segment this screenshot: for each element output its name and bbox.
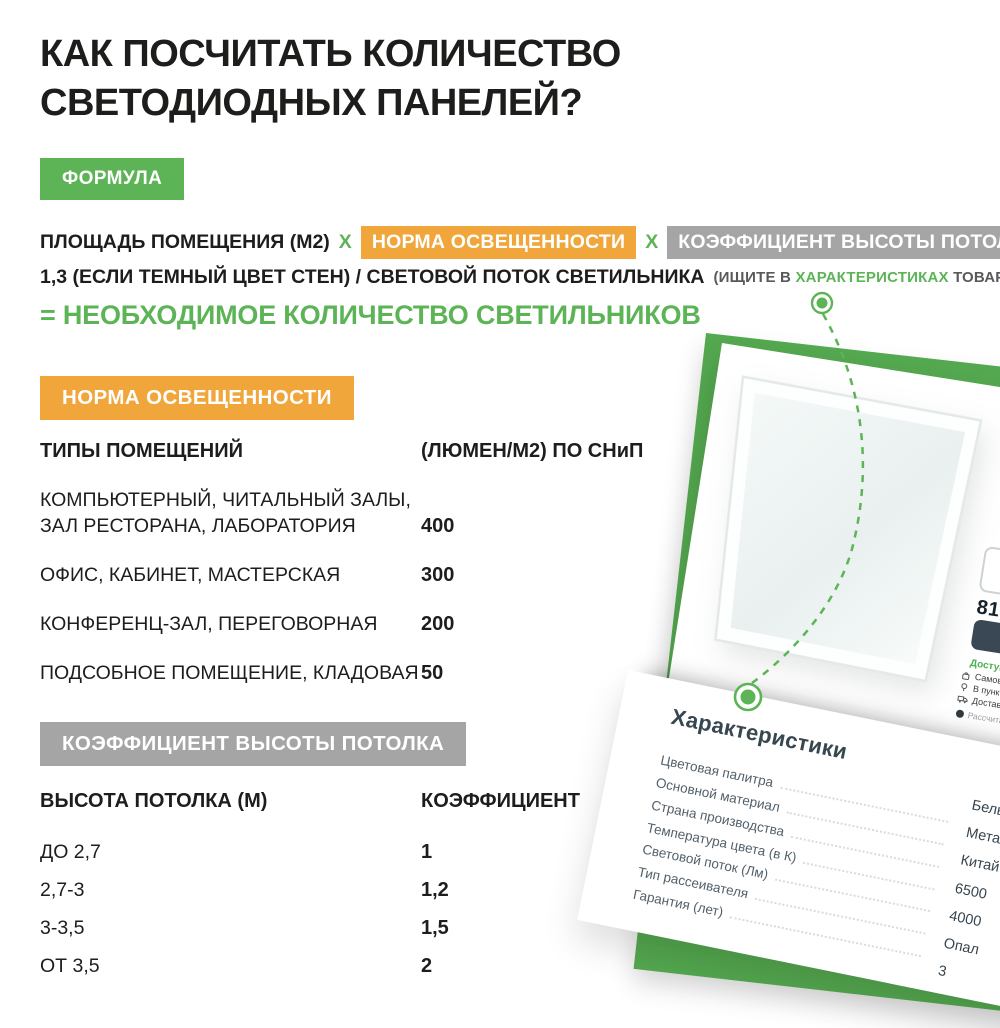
connector-dot-top [810, 291, 834, 315]
norm-header-col1: ТИПЫ ПОМЕЩЕНИЙ [40, 440, 243, 462]
calc-delivery-label: Рассчитать [967, 710, 1000, 727]
table-row: ДО 2,7 1 [40, 839, 660, 865]
pickup-point-icon [961, 683, 968, 692]
row-value: 1,2 [421, 879, 449, 901]
note-characteristics-link: ХАРАКТЕРИСТИКАХ [795, 269, 949, 286]
price-fragment: 81 [975, 596, 1000, 622]
row-label: ОТ 3,5 [40, 955, 100, 977]
row-value: 200 [421, 613, 455, 635]
row-label: 2,7-3 [40, 879, 85, 901]
formula-norm-chip: НОРМА ОСВЕЩЕННОСТИ [360, 226, 637, 259]
row-label: ДО 2,7 [40, 841, 101, 863]
variant-thumbnail[interactable] [978, 545, 1000, 602]
coeff-table: ВЫСОТА ПОТОЛКА (М) КОЭФФИЦИЕНТ ДО 2,7 1 … [40, 790, 660, 991]
delivery-option: В пункт выдачи [958, 681, 1000, 704]
table-row: ОФИС, КАБИНЕТ, МАСТЕРСКАЯ 300 [40, 562, 660, 588]
pickup-bag-icon [962, 672, 970, 681]
row-label: ОФИС, КАБИНЕТ, МАСТЕРСКАЯ [40, 564, 341, 586]
row-label: 3-3,5 [40, 917, 85, 939]
norm-header-col2: (ЛЮМЕН/М2) ПО СНиП [421, 440, 644, 462]
coeff-header-col2: КОЭФФИЦИЕНТ [421, 790, 580, 812]
connector-dot-top-core [816, 297, 828, 309]
row-value: 300 [421, 564, 455, 586]
row-label: КОНФЕРЕНЦ-ЗАЛ, ПЕРЕГОВОРНАЯ [40, 613, 378, 635]
formula-line-1: ПЛОЩАДЬ ПОМЕЩЕНИЯ (М2) Х НОРМА ОСВЕЩЕННО… [40, 226, 1000, 259]
courier-truck-icon [957, 695, 968, 704]
table-row: КОНФЕРЕНЦ-ЗАЛ, ПЕРЕГОВОРНАЯ 200 [40, 611, 660, 637]
multiply-sign: Х [338, 231, 352, 253]
delivery-option-label: Доставка [971, 695, 1000, 712]
table-row: 2,7-3 1,2 [40, 877, 660, 903]
page-title-line1: КАК ПОСЧИТАТЬ КОЛИЧЕСТВО [40, 33, 621, 75]
norm-table-header: ТИПЫ ПОМЕЩЕНИЙ (ЛЮМЕН/М2) ПО СНиП [40, 440, 660, 463]
table-row: 3-3,5 1,5 [40, 915, 660, 941]
table-row: ОТ 3,5 2 [40, 953, 660, 979]
formula-line-2: 1,3 (ЕСЛИ ТЕМНЫЙ ЦВЕТ СТЕН) / СВЕТОВОЙ П… [40, 266, 1000, 289]
formula-note: (ИЩИТЕ В ХАРАКТЕРИСТИКАХ ТОВАРА) [713, 269, 1000, 286]
row-value: 1,5 [421, 917, 449, 939]
norm-table-badge: НОРМА ОСВЕЩЕННОСТИ [40, 376, 354, 420]
formula-coeff-chip: КОЭФФИЦИЕНТ ВЫСОТЫ ПОТОЛКА [667, 226, 1000, 259]
coeff-table-header: ВЫСОТА ПОТОЛКА (М) КОЭФФИЦИЕНТ [40, 790, 660, 813]
page-title: КАК ПОСЧИТАТЬ КОЛИЧЕСТВО СВЕТОДИОДНЫХ ПА… [40, 30, 621, 128]
page-title-line2: СВЕТОДИОДНЫХ ПАНЕЛЕЙ? [40, 82, 583, 124]
specs-labels: Цветовая палитра Основной материал Стран… [632, 745, 960, 962]
delivery-option: Самовывоз [960, 670, 1000, 689]
calculate-delivery-link[interactable]: Рассчитать [955, 708, 1000, 727]
formula-badge: ФОРМУЛА [40, 158, 185, 200]
calc-delivery-icon [955, 709, 965, 719]
note-suffix: ТОВАРА) [953, 269, 1000, 286]
norm-table: ТИПЫ ПОМЕЩЕНИЙ (ЛЮМЕН/М2) ПО СНиП КОМПЬЮ… [40, 440, 660, 709]
formula-result-line: = НЕОБХОДИМОЕ КОЛИЧЕСТВО СВЕТИЛЬНИКОВ [40, 300, 701, 330]
formula-line2-main: 1,3 (ЕСЛИ ТЕМНЫЙ ЦВЕТ СТЕН) / СВЕТОВОЙ П… [40, 266, 705, 288]
led-panel-photo [714, 375, 983, 683]
row-value: 50 [421, 662, 444, 684]
row-label: КОМПЬЮТЕРНЫЙ, ЧИТАЛЬНЫЙ ЗАЛЫ, ЗАЛ РЕСТОР… [40, 489, 411, 537]
coeff-header-col1: ВЫСОТА ПОТОЛКА (М) [40, 790, 268, 812]
row-value: 2 [421, 955, 433, 977]
table-row: КОМПЬЮТЕРНЫЙ, ЧИТАЛЬНЫЙ ЗАЛЫ, ЗАЛ РЕСТОР… [40, 487, 660, 539]
note-prefix: (ИЩИТЕ В [713, 269, 792, 286]
row-value: 400 [421, 515, 455, 537]
delivery-option: Доставка [957, 693, 1000, 712]
row-label: ПОДСОБНОЕ ПОМЕЩЕНИЕ, КЛАДОВАЯ [40, 662, 419, 684]
coeff-table-badge: КОЭФФИЦИЕНТ ВЫСОТЫ ПОТОЛКА [40, 722, 467, 766]
multiply-sign: Х [645, 231, 659, 253]
formula-area-label: ПЛОЩАДЬ ПОМЕЩЕНИЯ (М2) [40, 231, 330, 253]
row-value: 1 [421, 841, 433, 863]
table-row: ПОДСОБНОЕ ПОМЕЩЕНИЕ, КЛАДОВАЯ 50 [40, 660, 660, 686]
